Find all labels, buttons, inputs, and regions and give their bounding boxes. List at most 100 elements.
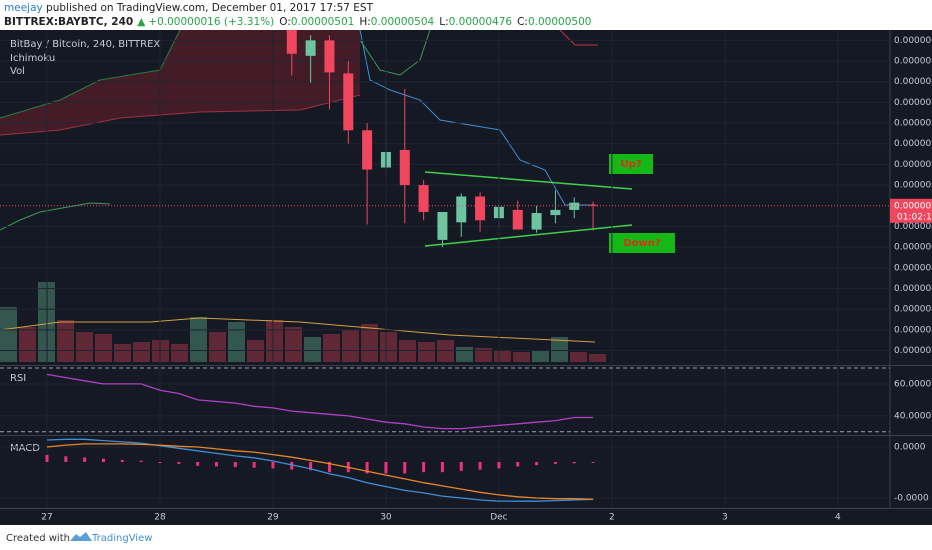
macd-histogram-bar [252,461,256,468]
macd-histogram-bar [309,461,313,471]
candle-body [343,73,354,131]
y-tick-label: 0.0000 [894,442,926,452]
candle-body [588,204,599,206]
macd-histogram-bar [384,461,388,474]
macd-histogram-bar [403,461,407,474]
macd-histogram-bar [214,461,218,467]
ichimoku-span [559,30,598,46]
candle-body [399,149,410,186]
candle-body [418,185,429,212]
countdown: 01:02:17 [897,212,932,222]
symbol: BITTREX:BAYBTC, 240 [4,16,133,28]
published: published on TradingView.com, December 0… [43,2,374,14]
macd-histogram-bar [290,461,294,470]
macd-histogram-bar [120,459,124,462]
macd-line [46,443,594,500]
candle-body [550,209,561,216]
y-tick-label: 0.00000480 [894,222,932,232]
y-tick-label: 0.00000400 [894,305,932,315]
footer [0,525,932,550]
publisher: meejay [4,2,43,14]
ohlc-value: 0.00000504 [371,16,435,28]
macd-histogram-bar [158,461,162,463]
ohlc-value: 0.00000501 [291,16,354,28]
x-tick-label: 2 [609,513,615,523]
ohlc-label: C: [517,16,528,28]
candle-body [512,209,523,230]
candle-body [286,30,297,54]
y-tick-label: 60.0000 [894,379,931,389]
pattern-line [424,171,633,190]
ichimoku-chikou [0,202,111,231]
macd-histogram-bar [478,461,482,470]
annotation: Down? [623,238,661,249]
y-tick-label: 0.00000440 [894,263,932,273]
indicator-label: Vol [10,66,25,77]
annotation-box [609,154,653,174]
macd-histogram-bar [83,457,87,462]
y-tick-label: 0.00000620 [894,77,932,87]
ohlc-value: 0.00000476 [449,16,513,28]
candle-body [437,211,448,240]
ohlc-label: H: [359,16,370,28]
ichimoku-tenkan [359,30,431,76]
ichimoku [0,30,606,362]
rsi-label: RSI [10,373,26,384]
y-tick-label: 0.00000660 [894,36,932,46]
indicator-label: Ichimoku [10,53,55,64]
y-tick-label: 0.00000360 [894,346,932,356]
last-price-label: 0.00000500 [894,201,932,211]
macd-histogram-bar [101,458,105,462]
x-tick-label: 28 [154,513,166,523]
macd-histogram-bar [327,461,331,473]
change-arrow: ▲ [137,16,146,28]
change: +0.00000016 (+3.31%) [148,16,274,28]
tv-logo [70,532,92,541]
candle-body [569,202,580,210]
macd-histogram-bar [516,461,520,467]
x-tick-label: 29 [267,513,279,523]
x-tick-label: 30 [380,513,392,523]
y-tick-label: 0.00000560 [894,139,932,149]
y-tick-label: 0.00000420 [894,284,932,294]
ohlc-label: O: [279,16,291,28]
volume-ma [0,317,596,343]
last-price-box [890,198,932,223]
pattern-line [424,224,633,247]
macd-histogram-bar [365,461,369,474]
x-tick-label: Dec [490,513,507,523]
candle-body [456,196,467,223]
y-tick-label: 0.00000460 [894,243,932,253]
macd-histogram-bar [64,456,68,462]
annotation-box [609,233,675,253]
header-line-1: meejay published on TradingView.com, Dec… [4,2,374,14]
candle-body [475,196,486,221]
candle-body [305,40,316,56]
volume-bars-down [19,320,606,362]
y-tick-label: 0.00000600 [894,98,932,108]
candle-body [324,40,335,73]
macd-histogram-bar [271,461,275,469]
macd-histogram-bar [572,461,576,464]
chart-title: BitBay / Bitcoin, 240, BITTREX [10,39,160,50]
footer-brand: TradingView [91,533,152,544]
macd-histogram-bar [196,461,200,466]
x-tick-label: 3 [722,513,728,523]
annotation: Up? [620,159,641,170]
y-tick-label: 0.00000640 [894,57,932,67]
ohlc-label: L: [439,16,448,28]
macd-histogram-bar [139,460,143,462]
y-tick-label: 40.0000 [894,411,931,421]
candle-body [362,130,373,170]
price-marks [0,30,890,352]
macd-histogram-bar [440,461,444,473]
header-line-2: BITTREX:BAYBTC, 240 ▲ +0.00000016 (+3.31%)… [4,16,591,28]
macd-histogram-bar [459,461,463,471]
candle-body [531,213,542,230]
macd-histogram-bar [497,461,501,469]
macd-line [46,438,594,502]
ohlc-value: 0.00000500 [528,16,591,28]
macd-histogram-bar [177,461,181,464]
ichimoku-kijun [359,30,595,206]
